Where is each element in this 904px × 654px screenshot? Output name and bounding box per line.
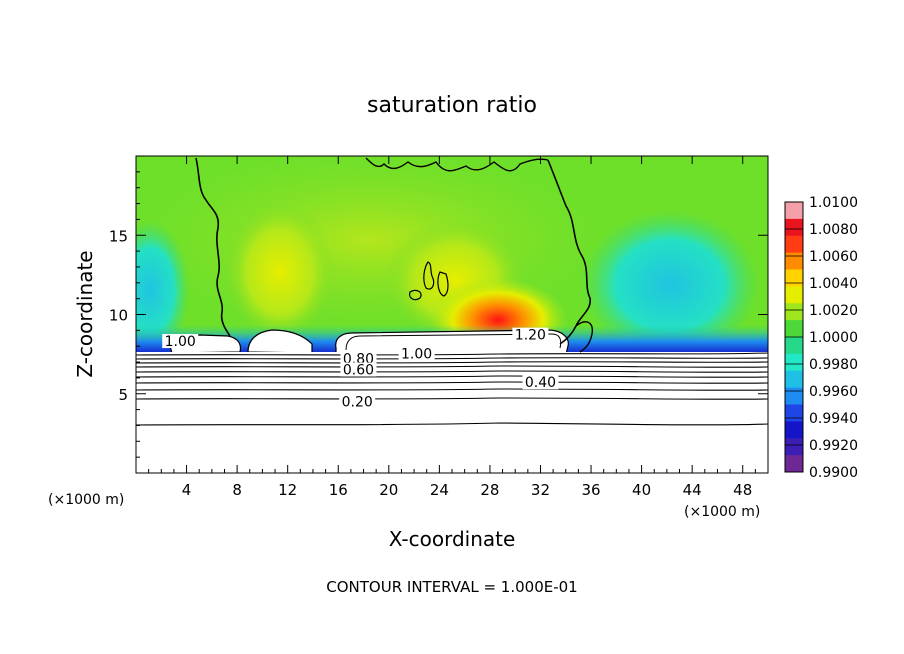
colorbar-label: 0.9940	[809, 411, 858, 427]
x-tick-label: 8	[232, 481, 242, 499]
x-tick-label: 44	[683, 481, 702, 499]
colorbar-swatch	[785, 438, 803, 456]
colorbar-label: 1.0060	[809, 249, 858, 265]
field-cyan-right	[580, 210, 760, 360]
x-tick-label: 28	[480, 481, 499, 499]
colorbar-swatch	[785, 421, 803, 439]
cloud-region-mid	[247, 329, 313, 354]
x-tick-label: 16	[329, 481, 348, 499]
colorbar-label: 1.0040	[809, 276, 858, 292]
contour-1-00-blob-c	[409, 289, 422, 301]
colorbar-swatch	[785, 387, 803, 405]
x-unit-right: (×1000 m)	[684, 504, 760, 520]
cloud-inner-contour	[345, 333, 562, 351]
contour-1-00-right-edge	[575, 321, 593, 353]
field-yellow-left	[225, 202, 335, 342]
colorbar-label: 1.0100	[809, 195, 858, 211]
contour-labels: 1.00 1.200.80 1.000.600.400.20	[162, 327, 559, 410]
colorbar-label: 0.9960	[809, 384, 858, 400]
x-tick-label: 48	[733, 481, 752, 499]
colorbar-swatch	[785, 235, 803, 254]
colorbar-swatch	[785, 269, 803, 287]
x-tick-label: 4	[182, 481, 192, 499]
contour-label-bg	[340, 362, 377, 377]
contour-label: 1.00	[401, 347, 432, 363]
colorbar-swatch	[785, 455, 803, 473]
y-tick-label: 5	[118, 386, 128, 404]
colorbar-label: 0.9900	[809, 465, 858, 481]
y-axis: 5 10 15	[109, 171, 768, 458]
colorbar-swatch	[785, 303, 803, 321]
contour-label: 0.20	[342, 394, 373, 410]
chart-title: saturation ratio	[367, 93, 537, 118]
contour-label-bg	[512, 327, 549, 342]
colorbar-swatch	[785, 202, 803, 220]
colorbar-label: 0.9980	[809, 357, 858, 373]
field-cyan-left	[136, 220, 190, 360]
colorbar-label: 1.0080	[809, 222, 858, 238]
contour-1-00-east	[547, 159, 591, 345]
contour-1-00-west	[195, 157, 231, 337]
colorbar: 1.0100 1.0080 1.0060 1.0040 1.0020 1.0000 0.99…	[784, 195, 858, 481]
lower-white-region	[136, 352, 768, 473]
x-axis-label: X-coordinate	[389, 527, 516, 551]
contour-stack	[136, 352, 768, 426]
colorbar-swatch	[785, 370, 803, 389]
colorbar-swatch	[785, 404, 803, 422]
colorbar-label: 1.0000	[809, 330, 858, 346]
contour-interval-note: CONTOUR INTERVAL = 1.000E-01	[326, 578, 577, 596]
contour-label-bg	[340, 351, 377, 366]
colorbar-swatch	[785, 337, 803, 355]
y-axis-label: Z-coordinate	[73, 250, 97, 377]
contour-1-00-blob-a	[423, 261, 435, 290]
x-tick-label: 20	[379, 481, 398, 499]
plot-area	[136, 156, 768, 473]
colorbar-label: 1.0020	[809, 303, 858, 319]
x-tick-label: 36	[581, 481, 600, 499]
contour-1-00-blob-b	[437, 271, 449, 297]
colorbar-swatch	[785, 252, 803, 270]
colorbar-swatch	[785, 353, 803, 372]
x-unit-left: (×1000 m)	[48, 492, 124, 508]
colorbar-swatch	[785, 286, 803, 304]
contour-label: 1.00	[165, 334, 196, 350]
colorbar-swatch	[785, 320, 803, 338]
contour-label-bg	[398, 346, 435, 361]
contour-label-bg	[522, 375, 559, 390]
contour-label: 0.40	[525, 375, 556, 391]
x-tick-label: 12	[278, 481, 297, 499]
colorbar-swatch	[785, 218, 803, 237]
contour-label: 0.60	[343, 363, 374, 379]
x-tick-label: 40	[632, 481, 651, 499]
contour-label: 1.20	[515, 328, 546, 344]
x-tick-label: 32	[531, 481, 550, 499]
colorbar-label: 0.9920	[809, 438, 858, 454]
contour-label-bg	[162, 334, 199, 349]
contour-label-bg	[339, 394, 376, 409]
contour-1-00-top	[365, 157, 549, 172]
x-tick-label: 24	[430, 481, 449, 499]
y-tick-label: 15	[109, 227, 128, 245]
x-axis: 4 8 12 16 20 24 28 32 36 40 44 48	[148, 156, 756, 499]
y-tick-label: 10	[109, 307, 128, 325]
